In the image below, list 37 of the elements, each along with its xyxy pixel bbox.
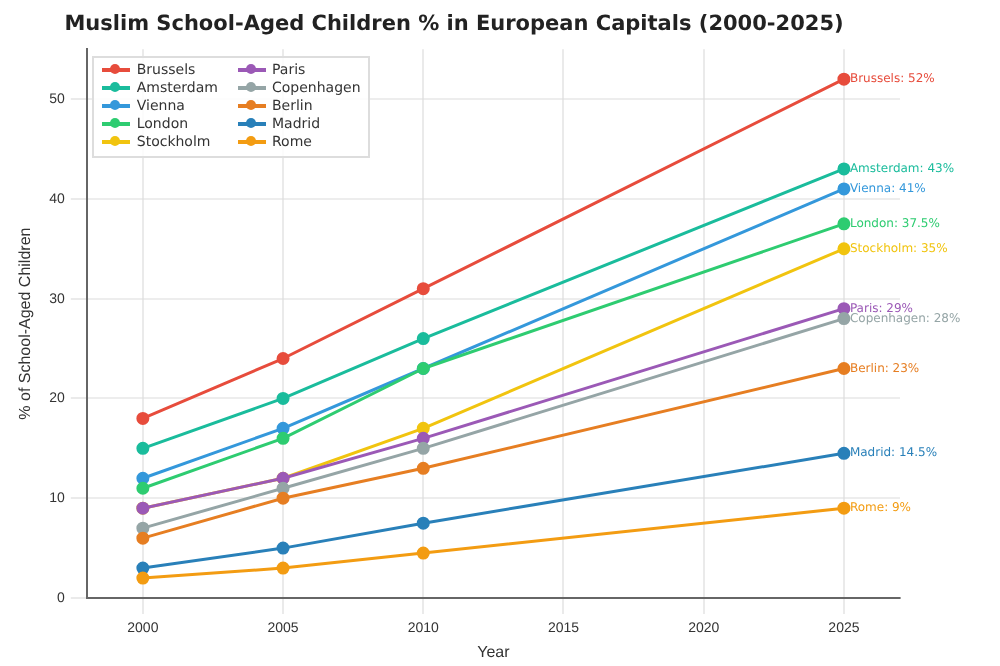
point — [136, 481, 150, 495]
point — [276, 541, 290, 555]
point — [837, 312, 851, 326]
point — [416, 461, 430, 475]
point — [276, 491, 290, 505]
point — [136, 561, 150, 575]
point — [416, 332, 430, 346]
point — [276, 352, 290, 366]
point — [416, 421, 430, 435]
point — [136, 441, 150, 455]
point — [837, 362, 851, 375]
point — [276, 431, 290, 445]
point — [837, 242, 851, 256]
point — [416, 546, 430, 560]
point — [416, 441, 430, 455]
chart-title: Muslim School-Aged Children % in European Capitals (2000-2025) — [64, 12, 844, 37]
point — [416, 282, 430, 296]
point — [276, 391, 290, 405]
point — [276, 561, 290, 575]
point — [837, 162, 851, 176]
point — [837, 302, 851, 316]
point — [136, 411, 150, 425]
x-axis-title: Year — [477, 642, 511, 661]
point — [416, 431, 430, 445]
point — [276, 481, 290, 495]
point — [136, 531, 150, 545]
y-axis-title: % of School-Aged Children — [16, 227, 35, 420]
point — [837, 217, 851, 231]
point — [837, 72, 851, 86]
point — [136, 571, 150, 585]
point — [837, 501, 851, 515]
point — [276, 421, 290, 435]
point — [136, 521, 150, 535]
point — [837, 182, 851, 196]
point — [837, 446, 851, 460]
point — [416, 516, 430, 530]
point — [136, 471, 150, 485]
